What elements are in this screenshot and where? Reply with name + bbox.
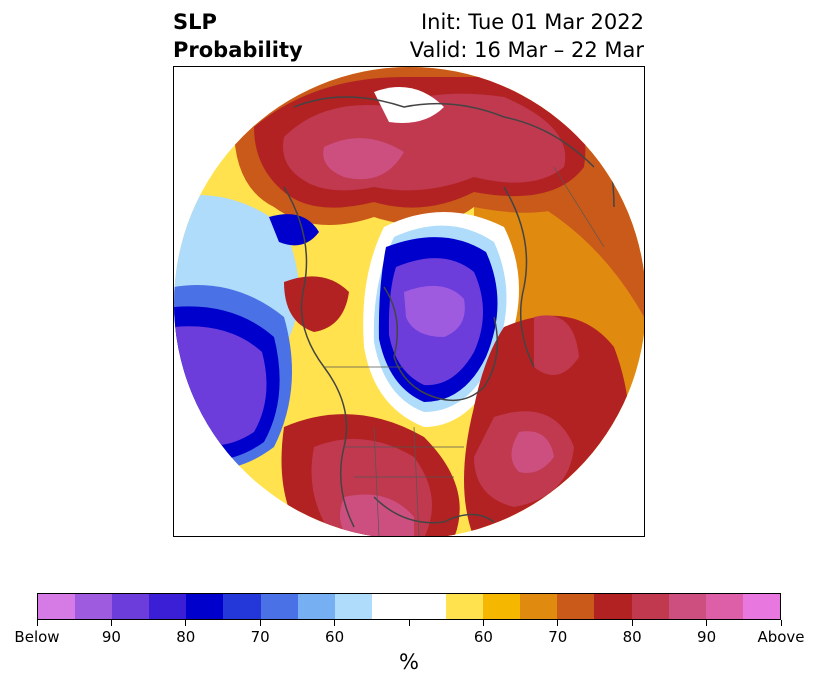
colorbar-cell (223, 594, 261, 619)
colorbar-tick-label: 90 (101, 628, 121, 646)
probability-map (174, 67, 644, 536)
borders (324, 166, 605, 536)
colorbar-tick-label: Below (14, 628, 60, 646)
colorbar-tick (408, 620, 410, 626)
colorbar-tick (631, 620, 633, 626)
colorbar-tick (36, 620, 38, 626)
colorbar-cell (557, 594, 595, 619)
title-right: Init: Tue 01 Mar 2022 Valid: 16 Mar – 22… (410, 8, 644, 64)
colorbar-cell (668, 594, 706, 619)
alaska-low (269, 214, 319, 246)
colorbar-tick-label: 70 (250, 628, 270, 646)
colorbar-tick (110, 620, 112, 626)
colorbar-cell (705, 594, 743, 619)
colorbar-tick (185, 620, 187, 626)
atlantic-high-north (534, 315, 579, 375)
colorbar-tick (334, 620, 336, 626)
map-panel (173, 66, 645, 537)
colorbar-tick (259, 620, 261, 626)
title-left: SLP Probability (173, 8, 303, 64)
colorbar-cell (260, 594, 298, 619)
siberia-high-core (323, 138, 404, 180)
colorbar-cell (446, 594, 484, 619)
colorbar-cell (334, 594, 372, 619)
colorbar-tick-label: Above (757, 628, 805, 646)
canada-high (284, 276, 349, 332)
colorbar-cell (149, 594, 187, 619)
colorbar-cell (75, 594, 113, 619)
arctic-low-core (404, 285, 465, 337)
colorbar-tick-label: 60 (325, 628, 345, 646)
colorbar-cell (112, 594, 150, 619)
title-line1: SLP (173, 10, 217, 34)
us-high-core (340, 494, 414, 536)
atlantic-high-core (511, 431, 554, 473)
colorbar-cell (594, 594, 632, 619)
colorbar-tick-label: 80 (622, 628, 642, 646)
colorbar-unit: % (399, 650, 419, 674)
valid-range: Valid: 16 Mar – 22 Mar (409, 38, 644, 62)
colorbar-cell (408, 594, 447, 619)
colorbar-tick-label: 70 (548, 628, 568, 646)
colorbar-cell (631, 594, 669, 619)
init-date: Init: Tue 01 Mar 2022 (420, 10, 644, 34)
colorbar-cell (186, 594, 224, 619)
title-line2: Probability (173, 38, 303, 62)
colorbar-cell (742, 594, 780, 619)
colorbar-cell (38, 594, 76, 619)
colorbar-tick (706, 620, 708, 626)
colorbar-tick (780, 620, 782, 626)
colorbar-cell (297, 594, 335, 619)
colorbar-tick-label: 80 (176, 628, 196, 646)
colorbar-cell (520, 594, 558, 619)
colorbar-cell (371, 594, 409, 619)
colorbar-cell (483, 594, 521, 619)
colorbar-tick (557, 620, 559, 626)
arctic-neutral-patch (374, 87, 444, 123)
colorbar-tick-label: 60 (473, 628, 493, 646)
colorbar-tick (482, 620, 484, 626)
colorbar (37, 593, 781, 620)
colorbar-tick-label: 90 (697, 628, 717, 646)
